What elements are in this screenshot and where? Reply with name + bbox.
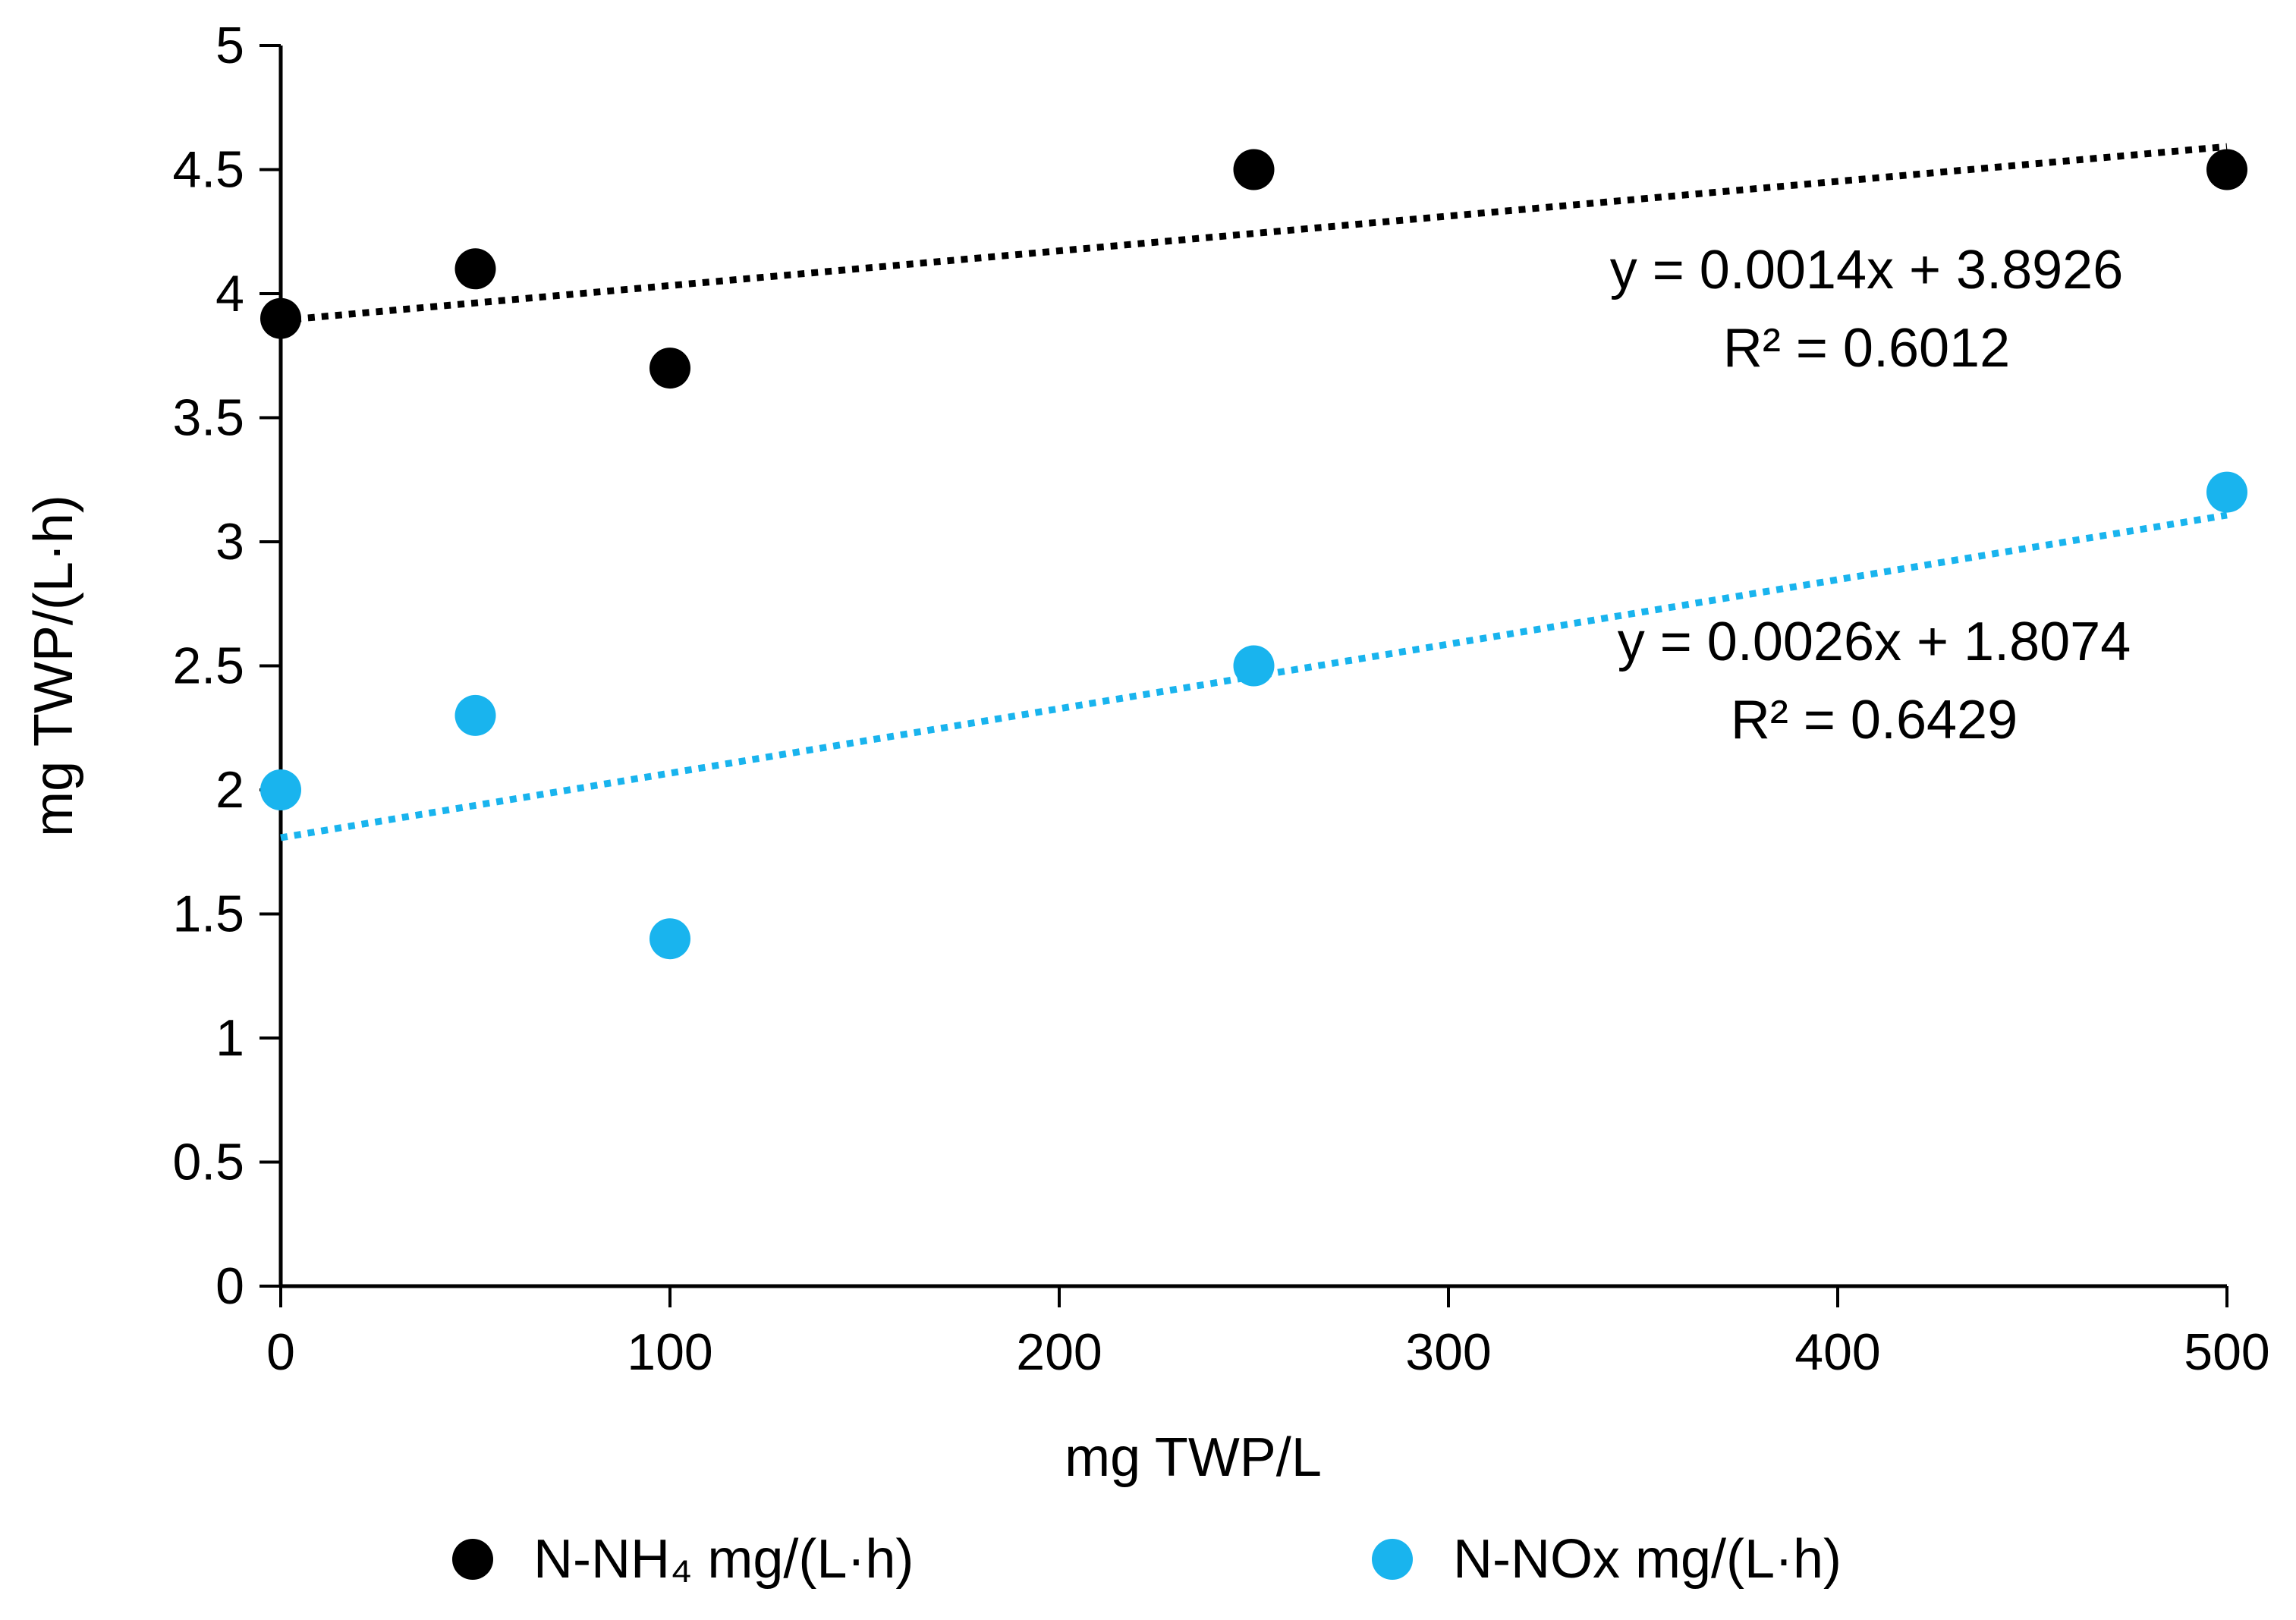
trendline-equation-1: y = 0.0014x + 3.8926 <box>1610 240 2124 300</box>
x-tick-label: 100 <box>627 1323 712 1381</box>
y-tick-label: 5 <box>215 17 244 74</box>
y-tick-label: 2 <box>215 761 244 819</box>
data-point-series-1 <box>2206 149 2247 190</box>
x-tick-label: 200 <box>1016 1323 1102 1381</box>
legend-label-1: N-NH₄ mg/(L·h) <box>533 1529 914 1590</box>
data-point-series-1 <box>1233 149 1275 190</box>
y-tick-label: 3 <box>215 513 244 571</box>
y-tick-label: 1.5 <box>172 885 244 943</box>
data-points <box>260 149 2247 960</box>
x-tick-label: 500 <box>2184 1323 2269 1381</box>
legend-label-2: N-NOx mg/(L·h) <box>1453 1529 1842 1590</box>
data-point-series-2 <box>649 918 690 960</box>
chart-axes: 0 0.5 1 1.5 2 2.5 3 3.5 4 4.5 5 0 100 200 300 400 500 mg … <box>24 17 2270 1488</box>
trendline-series-1 <box>280 143 2228 324</box>
legend: N-NH₄ mg/(L·h) N-NOx mg/(L·h) <box>452 1529 1842 1590</box>
trendline-r2-1: R² = 0.6012 <box>1723 318 2010 379</box>
data-point-series-1 <box>649 348 690 389</box>
data-point-series-1 <box>260 297 301 339</box>
y-tick-label: 1 <box>215 1009 244 1067</box>
y-tick-label: 0.5 <box>172 1134 244 1191</box>
x-tick-label: 0 <box>266 1323 295 1381</box>
y-tick-label: 3.5 <box>172 389 244 447</box>
data-point-series-2 <box>260 769 301 810</box>
data-point-series-2 <box>1233 645 1275 687</box>
y-tick-label: 0 <box>215 1257 244 1315</box>
x-axis-title: mg TWP/L <box>1065 1427 1322 1488</box>
y-axis-title: mg TWP/(L·h) <box>24 495 84 837</box>
data-point-series-1 <box>454 248 496 290</box>
legend-marker-2 <box>1372 1539 1413 1580</box>
x-tick-label: 400 <box>1794 1323 1880 1381</box>
legend-marker-1 <box>452 1539 493 1580</box>
y-tick-label: 2.5 <box>172 637 244 695</box>
y-tick-label: 4.5 <box>172 141 244 199</box>
trendline-annotations: y = 0.0014x + 3.8926 R² = 0.6012 y = 0.002… <box>1610 240 2131 750</box>
x-tick-label: 300 <box>1405 1323 1491 1381</box>
data-point-series-2 <box>454 694 496 736</box>
data-point-series-2 <box>2206 471 2247 513</box>
trendline-equation-2: y = 0.0026x + 1.8074 <box>1618 612 2131 672</box>
y-tick-label: 4 <box>215 265 244 322</box>
trendline-r2-2: R² = 0.6429 <box>1731 690 2018 750</box>
